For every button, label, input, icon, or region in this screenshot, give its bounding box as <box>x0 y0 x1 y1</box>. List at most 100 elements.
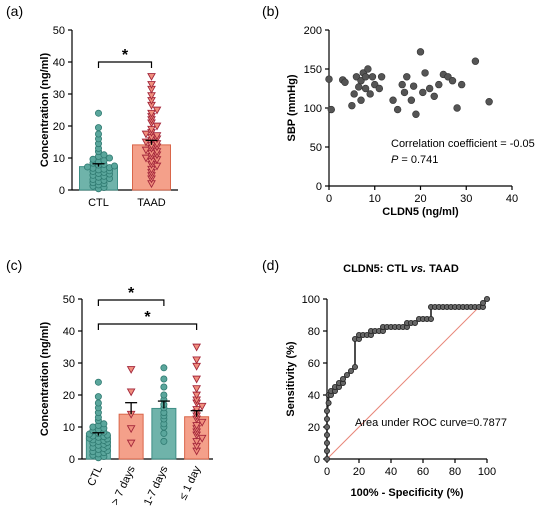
roc-point <box>323 447 330 454</box>
x-tick-label: ≤ 1 day <box>177 464 203 502</box>
y-tick-label: 100 <box>302 294 320 306</box>
y-tick-label: 20 <box>308 422 320 434</box>
data-point <box>111 162 119 170</box>
x-tick-label: > 7 days <box>109 464 138 507</box>
data-point <box>409 82 418 90</box>
y-tick-label: 0 <box>69 454 75 466</box>
data-point <box>94 393 102 401</box>
chart-title: CLDN5: CTL vs. TAAD <box>343 263 459 275</box>
y-tick-label: 150 <box>304 64 322 76</box>
y-axis-label: Sensitivity (%) <box>285 341 297 417</box>
data-point <box>361 84 370 93</box>
data-point <box>425 84 434 93</box>
data-point <box>430 92 438 101</box>
data-point <box>368 73 377 81</box>
y-tick-label: 40 <box>53 57 65 69</box>
significance-bracket <box>97 299 165 306</box>
data-point <box>357 96 365 104</box>
data-point <box>389 96 397 104</box>
y-axis-label: Concentration (ng/ml) <box>39 322 51 437</box>
y-tick-label: 40 <box>308 390 320 402</box>
data-point <box>89 155 97 163</box>
x-tick-label: 10 <box>369 193 381 205</box>
data-point <box>147 109 156 118</box>
y-axis-label: SBP (mmHg) <box>286 74 298 141</box>
data-point <box>106 154 114 162</box>
data-point <box>100 151 108 159</box>
data-point <box>350 90 358 98</box>
data-point <box>197 402 207 411</box>
data-point <box>453 104 461 112</box>
roc-point <box>339 375 346 382</box>
data-point <box>192 375 201 384</box>
data-point <box>126 425 136 434</box>
panel-a: (a) 0 10 20 30 40 50 Concentration (ng/ml) CTL TA… <box>6 3 178 209</box>
reference-line <box>326 298 488 460</box>
x-tick-label: 40 <box>506 193 518 205</box>
correlation-annotation: Correlation coefficient = -0.05 <box>391 138 535 150</box>
data-point <box>141 146 151 155</box>
y-tick-label: 0 <box>316 181 322 193</box>
data-point <box>398 80 406 89</box>
data-point <box>147 81 156 89</box>
data-point <box>94 399 102 407</box>
roc-point <box>323 431 330 438</box>
roc-point <box>427 315 434 322</box>
y-tick-label: 20 <box>63 390 75 402</box>
x-tick-label: CTL <box>88 197 109 209</box>
data-point <box>192 385 201 394</box>
data-point <box>366 90 374 98</box>
roc-point <box>347 367 354 374</box>
x-tick-label: 30 <box>460 193 472 205</box>
data-point <box>160 364 168 372</box>
data-point <box>341 78 349 86</box>
y-tick-label: 10 <box>53 153 65 165</box>
y-tick-label: 30 <box>63 358 75 370</box>
y-tick-label: 0 <box>59 185 65 197</box>
x-tick-label: 20 <box>414 193 426 205</box>
data-point <box>192 356 201 365</box>
data-point <box>160 437 168 445</box>
chart-title-part: vs. <box>411 263 426 275</box>
data-point <box>416 48 425 56</box>
x-tick-label: CTL <box>85 464 105 488</box>
data-point <box>407 96 416 104</box>
data-point <box>160 383 168 391</box>
x-tick-label: 60 <box>417 466 429 478</box>
data-point <box>100 420 108 428</box>
data-point <box>160 391 168 399</box>
x-tick-label: 40 <box>385 466 397 478</box>
data-point <box>126 366 136 374</box>
y-tick-label: 10 <box>63 422 75 434</box>
chart-title-part: TAAD <box>426 263 459 275</box>
y-axis-label: Concentration (ng/ml) <box>39 53 51 168</box>
data-point <box>197 434 207 443</box>
roc-point <box>483 295 490 302</box>
data-point <box>197 418 207 427</box>
y-tick-label: 200 <box>304 25 322 37</box>
x-tick-label: 0 <box>324 466 330 478</box>
significance-star: * <box>144 309 151 326</box>
significance-star: * <box>128 285 135 302</box>
y-tick-label: 50 <box>310 142 322 154</box>
significance-star: * <box>122 47 129 64</box>
roc-point <box>323 455 330 462</box>
data-point <box>152 132 162 141</box>
data-point <box>84 163 92 171</box>
data-point <box>377 73 386 81</box>
significance-bracket <box>97 323 198 330</box>
data-point <box>141 130 151 139</box>
chart-title-part: CLDN5: CTL <box>343 263 411 275</box>
roc-point <box>479 299 486 306</box>
panel-label: (a) <box>6 3 23 19</box>
data-point <box>448 76 457 85</box>
data-point <box>95 124 103 132</box>
data-point <box>375 84 384 93</box>
auc-annotation: Area under ROC curve=0.7877 <box>355 417 507 429</box>
data-point <box>152 106 162 115</box>
data-point <box>141 154 151 163</box>
data-point <box>485 98 493 106</box>
panel-c: (c) 0 10 20 30 40 50 Concentration (ng/ml) CTL > … <box>6 257 213 508</box>
data-point <box>435 80 443 89</box>
data-point <box>325 75 333 83</box>
